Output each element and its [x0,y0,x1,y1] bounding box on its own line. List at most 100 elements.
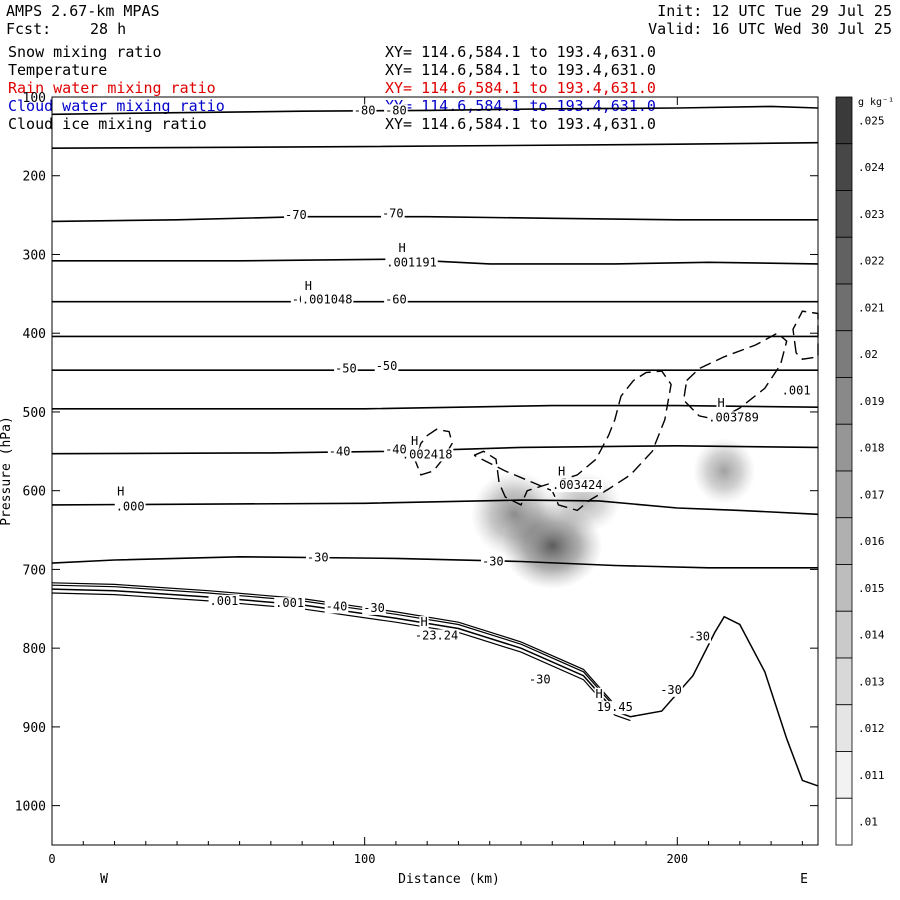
colorbar-label: .015 [858,582,885,595]
label-mask [410,435,420,449]
label-mask [384,293,408,307]
isotherm-line [51,499,819,516]
colorbar-label: .025 [858,114,885,127]
label-mask [384,443,408,457]
y-tick-label: 600 [23,485,46,500]
colorbar-swatch [835,564,853,612]
variable-name: Cloud water mixing ratio [8,97,225,115]
variable-name: Rain water mixing ratio [8,79,216,97]
label-mask [780,384,812,398]
snow-contour [682,332,788,421]
contour-label: H [558,465,565,479]
contour-label: -23.24 [415,628,458,642]
contour-label: -40 [329,444,351,458]
label-mask [557,465,567,479]
label-mask [707,411,760,425]
contour-label: .001191 [386,255,437,269]
contour-label: -70 [285,208,307,222]
contour-label: H [399,241,406,255]
colorbar-label: .014 [858,629,885,642]
label-mask [303,279,313,293]
contour-label: -40 [385,443,407,457]
y-tick-label: 500 [23,406,46,421]
contour-label: H [717,396,724,410]
label-mask [687,630,711,644]
contour-label: -30 [660,683,682,697]
y-tick-label: 400 [23,327,46,342]
contour-label: .000 [116,499,145,513]
contour-label: .001048 [302,292,353,306]
colorbar-swatch [835,423,853,472]
contour-label: H [411,434,418,448]
label-mask [385,256,438,270]
variable-range: XY= 114.6,584.1 to 193.4,631.0 [385,79,656,97]
isotherm-line [51,555,818,569]
contour-label: H [117,484,124,498]
x-tick-label: 100 [354,852,376,866]
label-mask [116,485,126,499]
contour-label: .003424 [552,478,603,492]
colorbar-label: .016 [858,535,885,548]
label-mask [380,207,405,221]
isotherm-line [52,404,819,410]
isotherm-line [51,444,819,455]
colorbar-swatch [835,704,853,752]
valid-time: Valid: 16 UTC Wed 30 Jul 25 [648,20,892,38]
forecast-hours: 28 h [90,20,127,38]
variable-range: XY= 114.6,584.1 to 193.4,631.0 [385,43,656,61]
colorbar-label: .011 [858,769,885,782]
east-label: E [800,872,808,887]
contour-label: -30 [529,673,551,687]
temperature-isotherms [51,105,819,569]
label-mask [397,242,407,256]
contour-label: -50 [376,359,398,373]
label-mask [114,500,146,514]
colorbar-label: .024 [858,161,885,174]
colorbar-unit: g kg⁻¹ [858,97,894,108]
label-mask [284,209,308,223]
contour-label: -40 [326,599,348,613]
y-tick-label: 100 [23,91,46,106]
label-mask [374,360,399,374]
y-tick-label: 800 [23,642,46,657]
contour-label: H [420,615,427,629]
contour-label: .002418 [402,447,453,461]
colorbar-label: .021 [858,301,885,314]
x-tick-label: 0 [48,852,55,866]
label-mask [384,104,408,118]
colorbar-swatch [835,143,853,191]
label-mask [334,362,358,376]
contour-label: .001 [275,596,304,610]
variable-name: Snow mixing ratio [8,43,162,61]
colorbar-swatch [835,751,853,799]
contour-label: .001 [782,384,811,398]
colorbar-label: .013 [858,675,885,688]
colorbar-label: .023 [858,208,885,221]
init-time: Init: 12 UTC Tue 29 Jul 25 [657,2,892,20]
colorbar: .025 .024 .023 .022 .021 .02 .019 .018 .017 .016.… [835,96,894,846]
colorbar-label: .018 [858,442,885,455]
colorbar-swatch [835,610,853,659]
colorbar-swatch [835,96,853,145]
contour-label: -30 [307,551,329,565]
axis-ticks: 100 200 300 400 500 600 700 800 900 1000 0 100 200 [15,91,818,866]
colorbar-label: .017 [858,488,885,501]
colorbar-label: .012 [858,722,885,735]
colorbar-swatch [835,657,853,706]
colorbar-swatch [835,797,853,846]
colorbar-label: .02 [858,348,878,361]
label-mask [274,597,306,611]
contour-label: .001 [210,594,239,608]
snow-contour [792,310,819,360]
colorbar-swatch [835,236,853,285]
label-mask [551,479,604,493]
isotherm-line [51,141,819,149]
label-mask [716,397,726,411]
rain-shading-blob [692,437,756,505]
contour-label: -30 [363,601,385,615]
contour-label: -30 [688,629,710,643]
contour-label: -80 [354,103,376,117]
snow-contour [473,370,672,512]
